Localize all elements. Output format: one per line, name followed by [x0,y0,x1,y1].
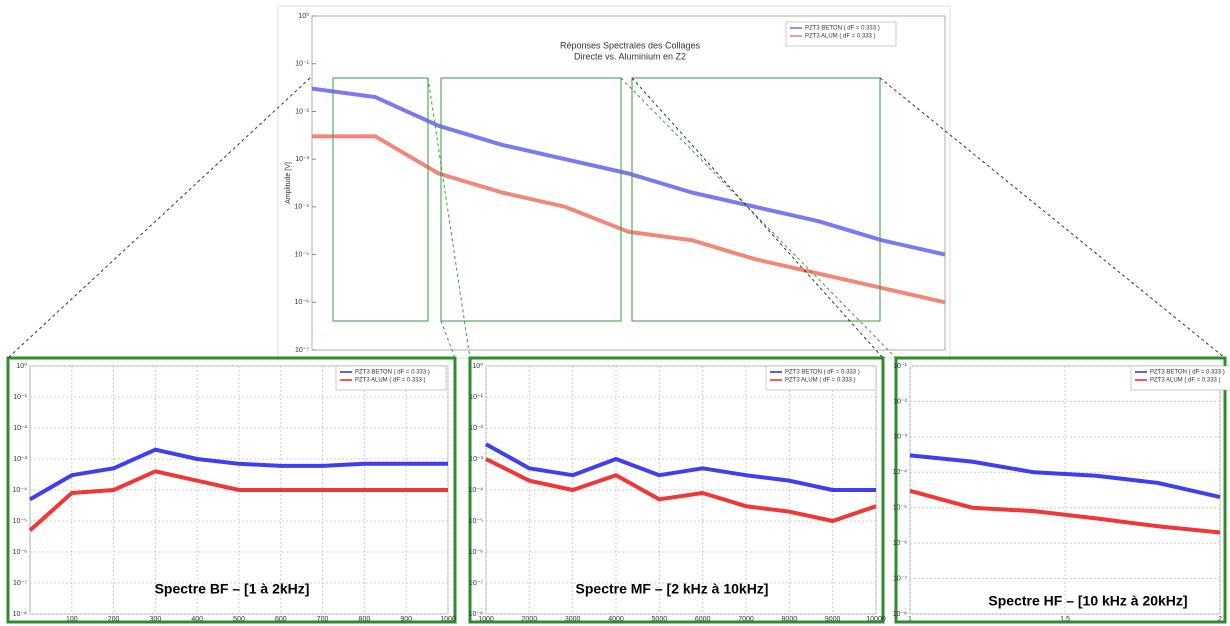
x-tick-label: 800 [359,616,371,623]
y-tick-label: 10⁻⁴ [893,469,908,476]
y-tick-label: 10⁻⁵ [893,505,907,512]
legend-box [1130,365,1230,391]
y-tick-label: 10⁻¹ [295,61,309,68]
series-line [485,457,877,523]
panel-caption: Spectre BF – [1 à 2kHz] [155,581,310,597]
series-line [28,469,448,532]
series-line [909,453,1221,499]
x-tick-label: 2000 [522,616,538,623]
x-tick-label: 1000 [440,616,456,623]
x-tick-label: 5000 [652,616,668,623]
x-tick-label: 500 [233,616,245,623]
y-tick-label: 10⁻⁶ [295,299,309,306]
y-tick-label: 10⁻⁷ [13,580,27,587]
legend-label: PZT3 BETON ( dF = 0.333 ) [1150,370,1225,376]
y-axis-label: Amplitude [V] [285,162,292,204]
legend-label: PZT3 ALUM ( dF = 0.333 ) [805,34,876,40]
panel-caption: Spectre MF – [2 kHz à 10kHz] [576,581,769,597]
x-tick-label: 6000 [695,616,711,623]
plot-area [311,15,946,351]
legend-label: PZT3 BETON ( dF = 0.333 ) [805,26,880,32]
y-tick-label: 10⁻⁶ [469,549,483,556]
legend-box [765,365,877,391]
y-tick-label: 10⁻³ [469,456,483,463]
y-tick-label: 10⁰ [472,362,483,370]
panel: 10⁰ 10⁻¹ 10⁻² 10⁻³ 10⁻⁴ 10⁻⁵ 10⁻⁶ 10⁻⁷ 10⁻⁸ 100 20… [6,356,457,624]
series-line [311,86,946,257]
y-tick-label: 10⁻⁵ [469,518,483,525]
x-tick-label: 7000 [738,616,754,623]
y-tick-label: 10⁻³ [13,456,27,463]
zoom-connectors [7,77,1226,359]
series-line [485,442,876,492]
y-tick-label: 10⁻⁷ [893,575,907,582]
y-tick-label: 10⁻¹ [469,394,483,401]
zoom-boxes [332,77,881,322]
series-line [312,134,946,305]
x-tick-label: 600 [275,616,287,623]
y-tick-label: 10⁻⁴ [469,487,484,494]
y-tick-label: 10⁻¹ [893,363,907,370]
chart-subtitle: Directe vs. Aluminium en Z2 [574,51,686,61]
y-tick-label: 10⁰ [16,362,27,370]
x-tick-label: 700 [317,616,329,623]
panel: 10⁰ 10⁻¹ 10⁻² 10⁻³ 10⁻⁴ 10⁻⁵ 10⁻⁶ 10⁻⁷ PZT3 BETO… [285,12,946,354]
x-tick-label: 300 [150,616,162,623]
series-line [29,447,448,502]
y-tick-label: 10⁻¹ [13,394,27,401]
x-tick-label: 4000 [608,616,624,623]
x-tick-label: 1.5 [1060,616,1070,623]
x-tick-label: 3000 [565,616,581,623]
x-tick-label: 2 [1218,616,1222,623]
x-tick-label: 1 [908,616,912,623]
y-tick-label: 10⁻² [13,425,27,432]
x-tick-label: 8000 [782,616,798,623]
y-tick-label: 10⁻³ [893,434,907,441]
legend-label: PZT3 ALUM ( dF = 0.333 ) [355,378,426,384]
x-tick-label: 1000 [478,616,494,623]
legend-box [785,21,897,47]
x-tick-label: 10000 [866,616,886,623]
legend-label: PZT3 BETON ( dF = 0.333 ) [785,370,860,376]
y-tick-label: 10⁻⁸ [893,611,907,618]
y-tick-label: 10⁻⁴ [13,487,28,494]
y-tick-label: 10⁻⁶ [13,549,27,556]
top-frame [277,5,951,359]
x-tick-label: 900 [400,616,412,623]
x-tick-label: 400 [191,616,203,623]
y-tick-label: 10⁻³ [295,156,309,163]
legend-label: PZT3 BETON ( dF = 0.333 ) [355,370,430,376]
series-line [909,488,1221,535]
y-tick-label: 10⁻⁵ [295,251,309,258]
y-tick-label: 10⁻⁴ [295,204,310,211]
x-tick-label: 200 [108,616,120,623]
y-tick-label: 10⁻⁵ [13,518,27,525]
y-tick-label: 10⁻² [295,108,309,115]
chart-title: Réponses Spectrales des Collages [560,40,701,50]
y-tick-label: 10⁻² [893,398,907,405]
y-tick-label: 10⁻⁶ [893,540,907,547]
panel: 10⁻¹ 10⁻² 10⁻³ 10⁻⁴ 10⁻⁵ 10⁻⁶ 10⁻⁷ 10⁻⁸1 1.5 2 PZT… [893,356,1230,624]
panel-frame [894,356,1227,624]
y-tick-label: 10⁻⁷ [295,347,309,354]
y-tick-label: 10⁻⁷ [469,580,483,587]
legend-label: PZT3 ALUM ( dF = 0.333 ) [785,378,856,384]
legend-box [335,365,447,391]
y-tick-label: 10⁻⁸ [469,611,483,618]
y-tick-label: 10⁰ [298,12,309,20]
legend-label: PZT3 ALUM ( dF = 0.333 ) [1150,378,1221,384]
x-tick-label: 9000 [825,616,841,623]
y-tick-label: 10⁻⁸ [13,611,27,618]
x-tick-label: 100 [66,616,78,623]
y-tick-label: 10⁻² [469,425,483,432]
panel-caption: Spectre HF – [10 kHz à 20kHz] [988,593,1187,609]
